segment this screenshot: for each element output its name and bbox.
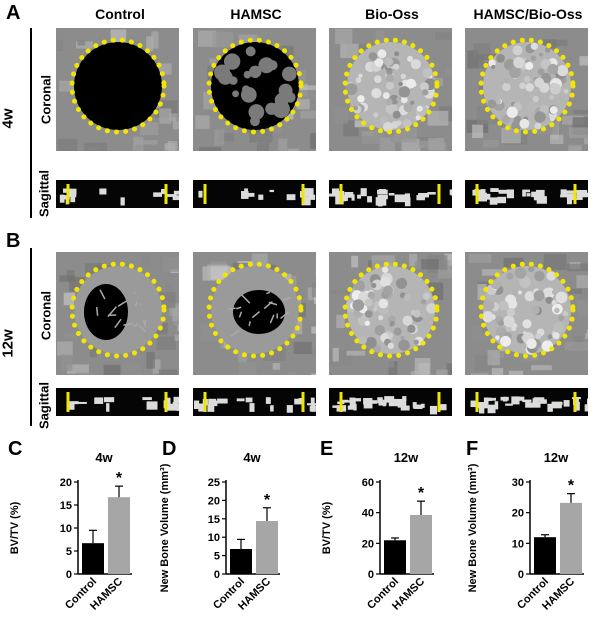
chart-title-c: 4w [95,450,113,465]
defect-outline-dots [478,261,576,359]
y-tick-label-e: 20 [362,538,374,550]
coronal-label-4w: Coronal [38,74,54,125]
significance-star-f: * [568,478,575,495]
coronal-image-hamsc-bio-oss-4w [465,28,588,151]
chart-title-d: 4w [243,450,261,465]
y-tick-label-d: 15 [208,514,220,526]
coronal-image-control-12w [56,252,179,375]
y-axis-label-f: New Bone Volume (mm³) [467,463,479,592]
y-tick-label-c: 5 [66,546,72,558]
sagittal-image-bio-oss-12w [329,388,452,416]
panel-letter-e: E [320,438,334,460]
bar-d-control [230,548,252,574]
column-header-bio-oss: Bio-Oss [365,6,419,22]
y-tick-label-d: 20 [208,495,220,507]
significance-star-e: * [418,485,425,502]
y-axis-label-c: BV/TV (%) [9,501,21,554]
chart-title-f: 12w [544,450,569,465]
y-tick-label-f: 20 [512,508,524,520]
y-tick-label-e: 0 [368,569,374,581]
bar-e-control [384,540,406,574]
coronal-image-hamsc-12w [193,252,316,375]
chart-title-e: 12w [394,450,419,465]
row-bracket-12w [30,248,32,426]
bar-e-hamsc [410,514,432,574]
panel-letter-c: C [8,438,23,460]
significance-star-c: * [116,470,123,487]
sagittal-image-control-12w [56,388,179,416]
sagittal-image-hamsc-12w [193,388,316,416]
y-tick-label-c: 15 [60,500,72,512]
coronal-image-hamsc-bio-oss-12w [465,252,588,375]
sagittal-image-control-4w [56,180,179,208]
sagittal-image-hamsc-bio-oss-4w [465,180,588,208]
bar-d-hamsc [256,521,278,574]
sagittal-image-bio-oss-4w [329,180,452,208]
y-tick-label-d: 10 [208,532,220,544]
y-tick-label-f: 10 [512,538,524,550]
y-tick-label-c: 20 [60,477,72,489]
row-label-4w: 4w [0,108,17,129]
coronal-image-control-4w [56,28,179,151]
defect-outline-dots [342,261,440,359]
panel-letter-d: D [162,438,177,460]
bar-c-control [82,543,104,574]
sagittal-label-12w: Sagittal [36,382,52,429]
y-tick-label-f: 30 [512,477,524,489]
panel-letter-a: A [6,2,21,24]
y-tick-label-e: 40 [362,508,374,520]
bar-f-hamsc [560,502,582,574]
y-tick-label-c: 10 [60,523,72,535]
column-header-control: Control [95,6,145,22]
panel-letter-f: F [466,438,479,460]
row-label-12w: 12w [0,329,17,358]
bar-c-hamsc [108,497,130,574]
row-bracket-4w [30,28,32,218]
significance-star-d: * [264,492,271,509]
y-tick-label-f: 0 [518,569,524,581]
panel-letter-b: B [6,230,21,252]
coronal-image-bio-oss-4w [329,28,452,151]
y-axis-label-d: New Bone Volume (mm³) [159,463,171,592]
defect-outline-dots [69,261,167,359]
sagittal-image-hamsc-4w [193,180,316,208]
y-tick-label-d: 0 [214,569,220,581]
y-axis-label-e: BV/TV (%) [321,501,333,554]
y-tick-label-e: 60 [362,477,374,489]
bar-f-control [534,537,556,574]
y-tick-label-c: 0 [66,569,72,581]
column-header-hamsc-bio-oss: HAMSC/Bio-Oss [473,6,583,22]
coronal-label-12w: Coronal [38,290,54,341]
y-tick-label-d: 25 [208,477,220,489]
sagittal-image-hamsc-bio-oss-12w [465,388,588,416]
defect-outline-dots [342,37,440,135]
y-tick-label-d: 5 [214,551,220,563]
defect-outline-dots [478,37,576,135]
sagittal-label-4w: Sagittal [36,170,52,217]
defect-outline-dots [69,37,167,135]
coronal-image-bio-oss-12w [329,252,452,375]
coronal-image-hamsc-4w [193,28,316,151]
defect-outline-dots [206,261,304,359]
column-header-hamsc: HAMSC [230,6,282,22]
defect-outline-dots [206,37,304,135]
